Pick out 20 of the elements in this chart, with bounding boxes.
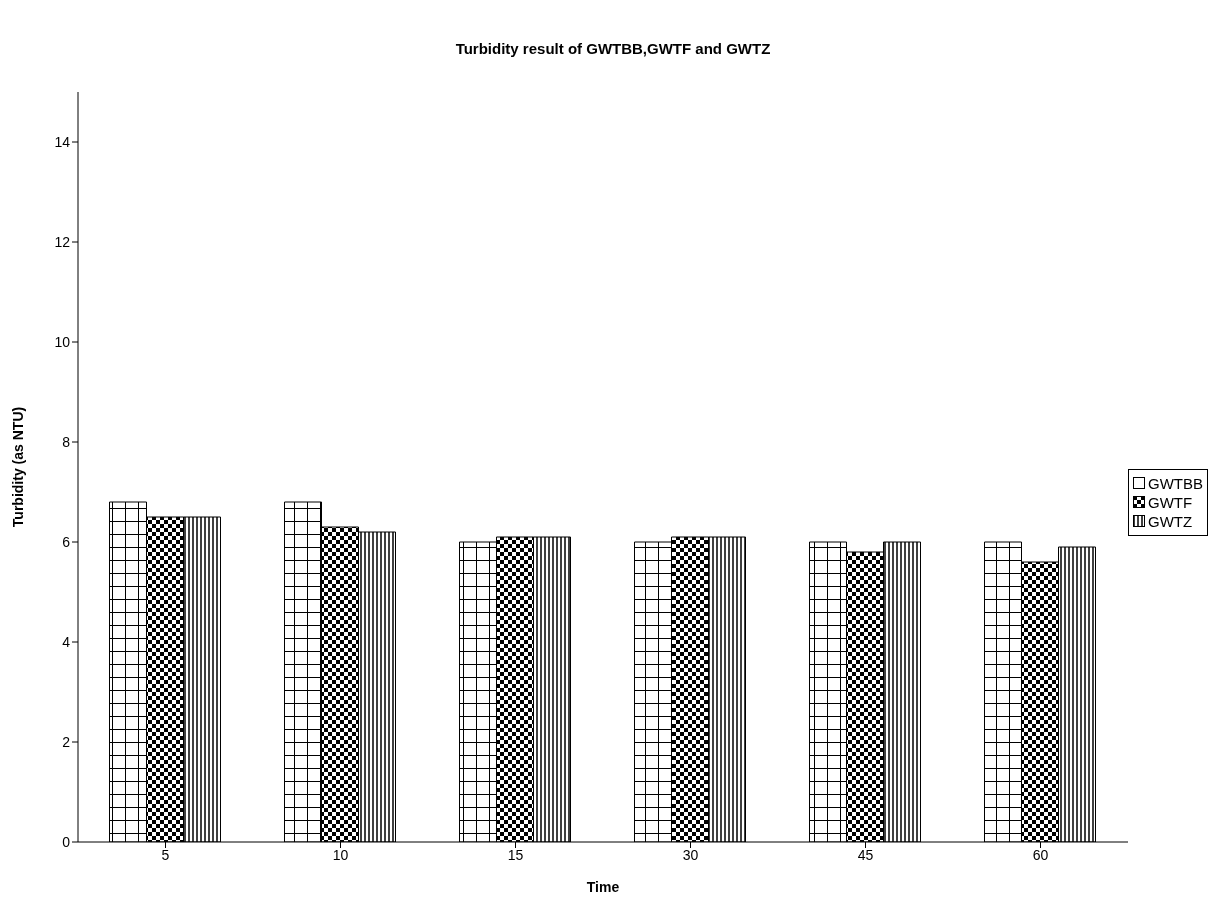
- y-tick-label: 2: [62, 733, 71, 750]
- x-tick-label: 5: [161, 846, 170, 863]
- y-tick-label: 10: [54, 333, 71, 350]
- chart-title: Turbidity result of GWTBB,GWTF and GWTZ: [454, 39, 772, 59]
- y-tick-label: 12: [54, 233, 71, 250]
- legend-label: GWTZ: [1148, 512, 1193, 530]
- y-tick-label: 4: [62, 633, 71, 650]
- x-axis-title: Time: [586, 879, 620, 895]
- x-tick-label: 30: [682, 846, 699, 863]
- x-tick-label: 10: [332, 846, 349, 863]
- y-axis-title: Turbidity (as NTU): [9, 406, 26, 528]
- x-tick-label: 45: [857, 846, 874, 863]
- y-tick-label: 8: [62, 433, 71, 450]
- x-tick-label: 60: [1032, 846, 1049, 863]
- y-tick-label: 0: [62, 833, 71, 850]
- y-tick-label: 14: [54, 133, 71, 150]
- x-tick-label: 15: [507, 846, 524, 863]
- legend-label: GWTBB: [1148, 474, 1203, 492]
- legend-label: GWTF: [1148, 493, 1193, 511]
- y-tick-label: 6: [62, 533, 71, 550]
